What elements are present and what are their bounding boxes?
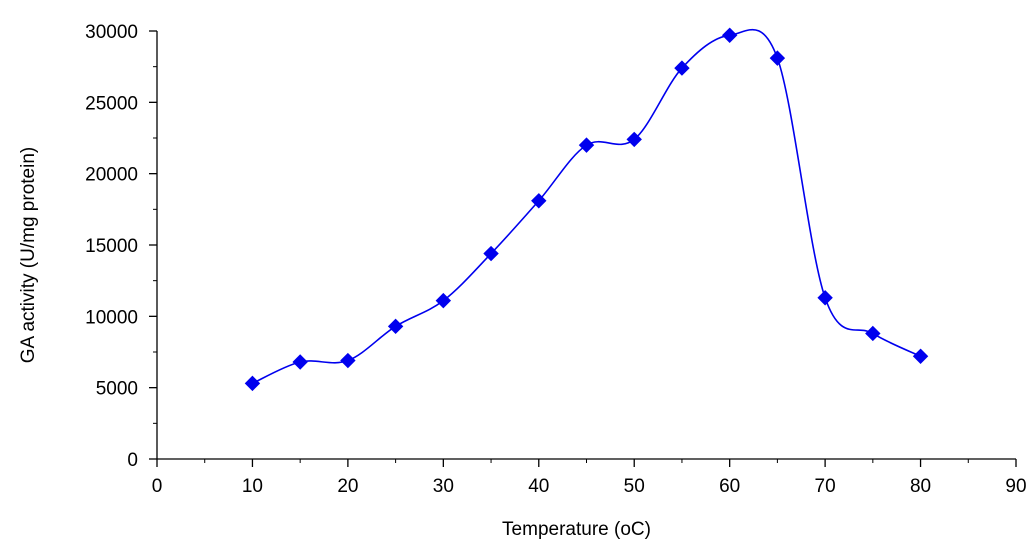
x-axis: 0 10 20 30 40 50 60 70 80 90 xyxy=(152,458,1027,497)
y-tick-label: 5000 xyxy=(96,379,138,400)
data-point-marker xyxy=(865,325,881,342)
y-axis-label: GA activity (U/mg protein) xyxy=(18,147,39,363)
y-axis: 0 5000 10000 15000 20000 25000 30000 xyxy=(85,22,158,471)
data-point-marker xyxy=(483,245,499,262)
y-ticks: 0 5000 10000 15000 20000 25000 30000 xyxy=(85,22,157,471)
x-tick-label: 40 xyxy=(528,476,549,497)
x-axis-label: Temperature (oC) xyxy=(502,519,651,540)
x-ticks: 0 10 20 30 40 50 60 70 80 90 xyxy=(152,459,1027,497)
data-point-marker xyxy=(387,318,404,335)
y-tick-label: 20000 xyxy=(85,165,138,186)
y-tick-label: 10000 xyxy=(85,307,138,328)
x-tick-label: 70 xyxy=(815,476,836,497)
data-point-marker xyxy=(578,137,595,153)
x-tick-label: 50 xyxy=(624,476,645,497)
x-tick-label: 0 xyxy=(152,476,163,497)
x-tick-label: 10 xyxy=(242,476,263,497)
data-point-marker xyxy=(292,354,308,370)
series-line xyxy=(252,28,921,385)
y-tick-label: 25000 xyxy=(85,93,138,114)
y-tick-label: 15000 xyxy=(85,236,138,257)
x-tick-label: 80 xyxy=(910,476,931,497)
data-point-marker xyxy=(340,352,356,369)
data-point-marker xyxy=(531,193,547,209)
data-point-marker xyxy=(769,50,786,66)
series-layer xyxy=(244,27,929,392)
data-point-marker xyxy=(435,292,452,309)
data-point-marker xyxy=(817,290,833,306)
x-tick-label: 20 xyxy=(337,476,358,497)
data-point-marker xyxy=(626,131,642,148)
data-point-marker xyxy=(912,348,929,364)
y-tick-label: 30000 xyxy=(85,22,138,43)
x-tick-label: 90 xyxy=(1005,476,1026,497)
data-point-marker xyxy=(721,27,738,43)
data-point-marker xyxy=(244,375,261,392)
x-tick-label: 30 xyxy=(433,476,454,497)
data-point-marker xyxy=(674,60,690,76)
y-tick-label: 0 xyxy=(127,450,138,471)
x-tick-label: 60 xyxy=(719,476,740,497)
